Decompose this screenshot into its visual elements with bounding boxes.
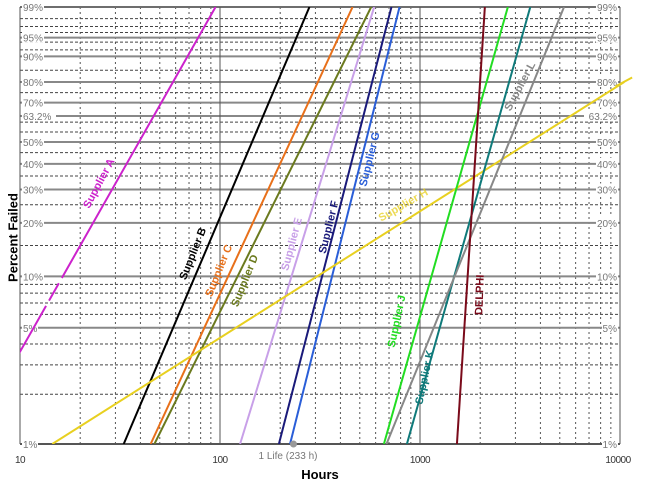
series-label: DELPHI	[473, 275, 486, 316]
y-tick-label: 5%	[603, 324, 618, 335]
x-tick-label: 1000	[409, 455, 431, 466]
y-tick-label: 10%	[23, 272, 43, 283]
y-tick-label: 40%	[597, 160, 617, 171]
y-tick-label: 20%	[597, 219, 617, 230]
y-tick-label: 10%	[597, 272, 617, 283]
y-tick-label: 50%	[23, 138, 43, 149]
series-line-supplier-d	[153, 7, 373, 444]
x-tick-label: 10	[14, 455, 26, 466]
y-axis-label: Percent Failed	[5, 193, 21, 282]
y-tick-label: 30%	[597, 185, 617, 196]
y-tick-label: 99%	[597, 3, 617, 14]
series-line-supplier-e	[239, 7, 376, 444]
y-tick-label: 1%	[23, 440, 38, 451]
series-label: Supplier F	[317, 199, 342, 254]
series-line-supplier-h	[51, 81, 625, 444]
series-line-supplier-a	[20, 7, 217, 354]
y-tick-label: 90%	[23, 52, 43, 63]
life-annotation: 1 Life (233 h)	[258, 451, 318, 462]
y-tick-label: 90%	[597, 52, 617, 63]
y-tick-label: 70%	[23, 99, 43, 110]
y-tick-label: 50%	[597, 138, 617, 149]
y-tick-label: 70%	[597, 99, 617, 110]
y-tick-label: 63.2%	[589, 112, 617, 123]
series-line-supplier-j	[382, 7, 509, 444]
life-marker	[289, 440, 297, 448]
y-tick-label: 80%	[597, 78, 617, 89]
y-tick-label: 40%	[23, 160, 43, 171]
series-line-supplier-c	[149, 7, 354, 444]
series-line-supplier-k	[405, 7, 532, 444]
y-tick-label: 20%	[23, 219, 43, 230]
series-label: Supplier K	[413, 349, 436, 405]
y-tick-label: 30%	[23, 185, 43, 196]
x-axis-label: Hours	[301, 467, 339, 482]
series-line-delphi	[455, 7, 486, 444]
series-line-supplier-l	[385, 7, 565, 444]
x-tick-label: 100	[212, 455, 228, 466]
x-tick-label: 10000	[605, 455, 631, 466]
series-line-supplier-f	[277, 7, 393, 444]
y-tick-label: 95%	[23, 34, 43, 45]
series-line-supplier-g	[289, 7, 401, 444]
y-tick-label: 80%	[23, 78, 43, 89]
y-tick-label: 1%	[603, 440, 618, 451]
y-tick-label: 99%	[23, 3, 43, 14]
series-label: Supplier H	[377, 186, 431, 224]
y-tick-label: 63.2%	[23, 112, 51, 123]
y-tick-label: 5%	[23, 324, 38, 335]
series-line-supplier-b	[122, 7, 311, 444]
y-tick-label: 95%	[597, 34, 617, 45]
